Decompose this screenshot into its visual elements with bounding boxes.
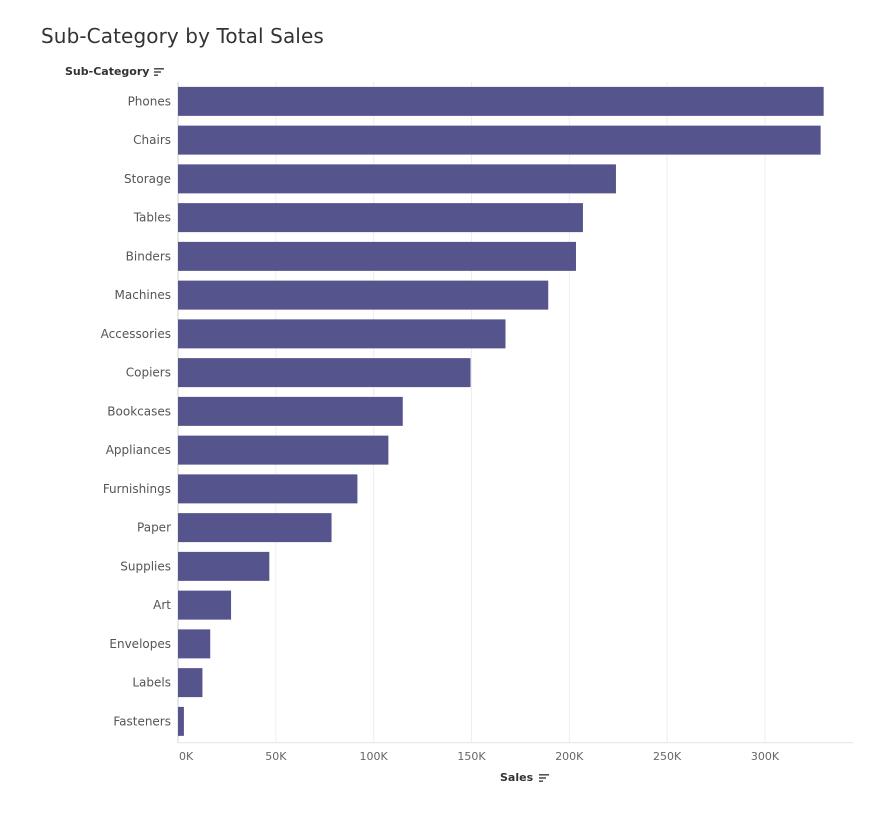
x-tick-label: 50K: [265, 750, 287, 763]
category-label: Storage: [124, 172, 171, 186]
x-tick-label: 100K: [360, 750, 389, 763]
category-label: Phones: [128, 94, 171, 108]
category-label: Copiers: [126, 366, 171, 380]
category-label: Art: [153, 598, 171, 612]
chart-title: Sub-Category by Total Sales: [41, 24, 324, 48]
bar-labels[interactable]: [178, 668, 203, 698]
category-label: Furnishings: [103, 482, 171, 496]
x-tick-label: 150K: [457, 750, 486, 763]
x-tick-label: 0K: [179, 750, 194, 763]
bar-binders[interactable]: [178, 241, 576, 271]
category-label: Fasteners: [113, 714, 171, 728]
category-header[interactable]: Sub-Category: [65, 65, 165, 78]
bar-chairs[interactable]: [178, 125, 821, 155]
category-label: Paper: [137, 521, 171, 535]
x-tick-label: 250K: [653, 750, 682, 763]
bar-appliances[interactable]: [178, 435, 389, 465]
bar-tables[interactable]: [178, 203, 583, 233]
x-tick-label: 300K: [751, 750, 780, 763]
sort-descending-icon[interactable]: [538, 773, 550, 783]
bar-accessories[interactable]: [178, 319, 506, 349]
x-axis-label: Sales: [500, 771, 534, 784]
bars: [178, 86, 824, 736]
category-header-label: Sub-Category: [65, 65, 150, 78]
bar-copiers[interactable]: [178, 358, 471, 388]
category-label: Bookcases: [107, 404, 171, 418]
bar-envelopes[interactable]: [178, 629, 211, 659]
bar-bookcases[interactable]: [178, 396, 403, 426]
category-label: Supplies: [120, 559, 171, 573]
bar-art[interactable]: [178, 590, 232, 620]
category-label: Appliances: [106, 443, 171, 457]
x-axis-ticks: 0K 50K 100K 150K 200K 250K 300K: [179, 750, 780, 763]
bar-machines[interactable]: [178, 280, 549, 310]
category-label: Chairs: [133, 133, 171, 147]
category-label: Envelopes: [109, 637, 171, 651]
x-tick-label: 200K: [555, 750, 584, 763]
bar-supplies[interactable]: [178, 551, 270, 581]
category-label: Tables: [133, 211, 171, 225]
category-labels: Phones Chairs Storage Tables Binders Machines…: [101, 94, 172, 728]
sort-descending-icon[interactable]: [153, 67, 165, 77]
bar-storage[interactable]: [178, 164, 616, 194]
bar-fasteners[interactable]: [178, 706, 184, 736]
category-label: Labels: [132, 676, 171, 690]
category-label: Accessories: [101, 327, 171, 341]
category-label: Binders: [126, 249, 171, 263]
bar-phones[interactable]: [178, 86, 824, 116]
bar-furnishings[interactable]: [178, 474, 358, 504]
x-axis-title[interactable]: Sales: [500, 771, 550, 784]
category-label: Machines: [115, 288, 171, 302]
bar-paper[interactable]: [178, 513, 332, 543]
